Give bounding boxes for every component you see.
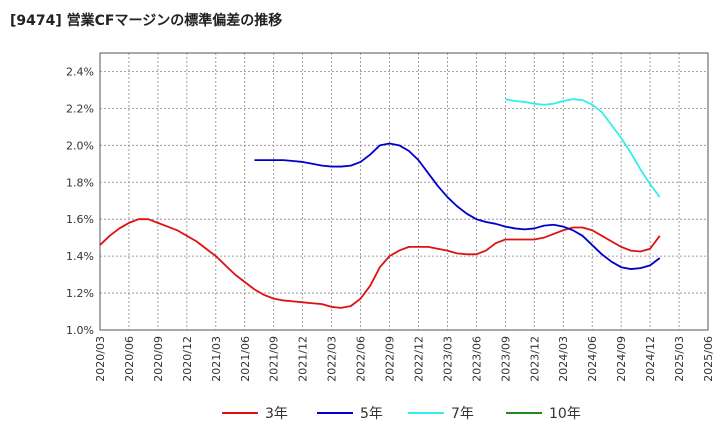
x-axis-ticks: 2020/03 2020/06 2020/09 2020/12 2021/03 2021/… [94, 336, 715, 382]
legend-label-3年: 3年 [265, 406, 288, 422]
x-tick-label: 2025/03 [673, 336, 686, 382]
legend-label-7年: 7年 [451, 406, 474, 422]
x-tick-label: 2024/03 [557, 336, 570, 382]
plot-frame [99, 52, 709, 331]
x-tick-label: 2024/12 [644, 336, 657, 382]
y-axis-ticks: 1.0% 1.2% 1.4% 1.6% 1.8% 2.0% 2.2% 2.4% [66, 65, 94, 337]
x-tick-label: 2020/06 [123, 336, 136, 382]
y-tick-label: 2.0% [66, 139, 94, 152]
x-tick-label: 2022/06 [355, 336, 368, 382]
series-layer [99, 98, 661, 309]
y-tick-label: 1.0% [66, 324, 94, 337]
x-tick-label: 2021/03 [210, 336, 223, 382]
legend-label-10年: 10年 [549, 406, 581, 422]
x-tick-label: 2023/03 [441, 336, 454, 382]
y-tick-label: 1.8% [66, 176, 94, 189]
x-tick-label: 2025/06 [702, 336, 715, 382]
y-tick-label: 2.4% [66, 65, 94, 78]
series-line-3年 [99, 218, 661, 309]
y-tick-label: 1.2% [66, 287, 94, 300]
x-tick-label: 2020/03 [94, 336, 107, 382]
x-tick-label: 2020/12 [181, 336, 194, 382]
y-tick-label: 2.2% [66, 102, 94, 115]
chart-title: [9474] 営業CFマージンの標準偏差の推移 [10, 13, 283, 29]
y-tick-label: 1.6% [66, 213, 94, 226]
x-tick-label: 2023/06 [470, 336, 483, 382]
x-tick-label: 2023/12 [528, 336, 541, 382]
series-line-7年 [505, 98, 661, 198]
x-tick-label: 2022/12 [412, 336, 425, 382]
grid-layer [100, 53, 708, 331]
x-tick-label: 2022/03 [326, 336, 339, 382]
legend-label-5年: 5年 [360, 406, 383, 422]
x-tick-label: 2020/09 [152, 336, 165, 382]
legend: 3年 5年 7年 10年 [222, 406, 581, 422]
series-line-5年 [254, 142, 661, 270]
x-tick-label: 2021/09 [268, 336, 281, 382]
x-tick-label: 2024/06 [586, 336, 599, 382]
x-tick-label: 2024/09 [615, 336, 628, 382]
x-tick-label: 2023/09 [499, 336, 512, 382]
x-tick-label: 2021/06 [239, 336, 252, 382]
x-tick-label: 2022/09 [384, 336, 397, 382]
x-tick-label: 2021/12 [297, 336, 310, 382]
y-tick-label: 1.4% [66, 250, 94, 263]
